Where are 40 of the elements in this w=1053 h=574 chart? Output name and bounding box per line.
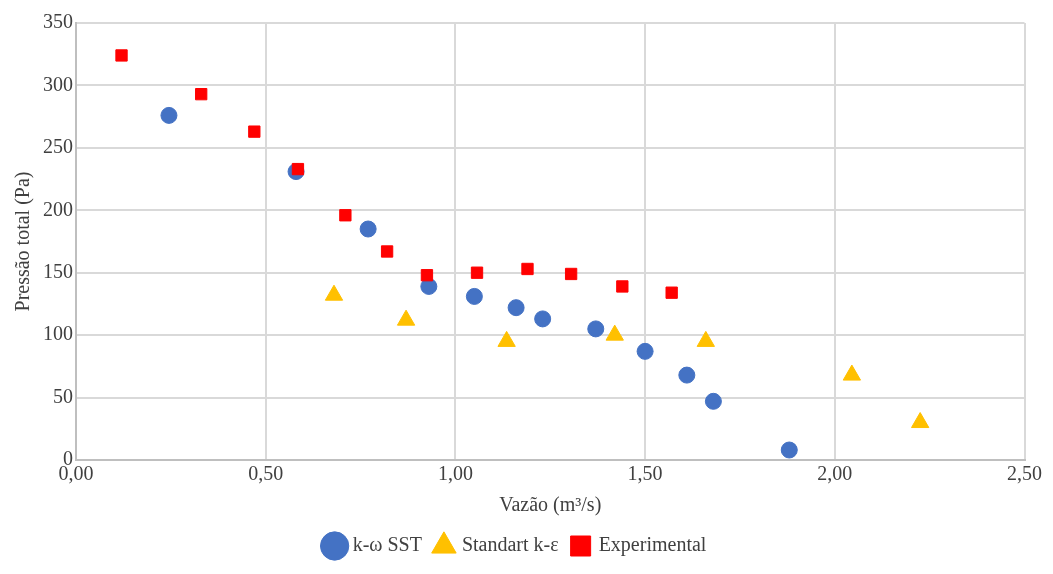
y-axis-title: Pressão total (Pa): [11, 171, 35, 312]
point: [780, 441, 798, 459]
point: [564, 267, 578, 281]
point: [636, 342, 654, 360]
x-tick-label: 2,00: [817, 462, 853, 485]
x-tick-label: 1,50: [627, 462, 663, 485]
point: [678, 366, 696, 384]
point: [470, 266, 484, 279]
y-tick-label: 50: [53, 384, 73, 407]
y-tick-label: 200: [43, 197, 73, 220]
x-axis-title: Vazão (m³/s): [499, 493, 602, 517]
point: [359, 220, 377, 238]
legend-label: Experimental: [598, 533, 707, 557]
point: [465, 287, 483, 305]
y-tick-label: 100: [43, 322, 73, 345]
point: [248, 125, 261, 138]
x-tick-label: 0,50: [248, 462, 284, 485]
x-tick-label: 2,50: [1007, 462, 1042, 485]
point: [380, 245, 394, 258]
point: [534, 310, 552, 328]
y-tick-label: 300: [43, 72, 73, 95]
point: [616, 280, 629, 293]
x-tick-label: 1,00: [437, 462, 473, 485]
y-tick-label: 350: [43, 10, 73, 33]
y-tick-label: 150: [43, 259, 73, 282]
point: [195, 88, 208, 101]
point: [507, 299, 525, 317]
point: [521, 262, 534, 276]
point: [420, 269, 434, 282]
point: [291, 162, 305, 176]
point: [587, 320, 605, 338]
legend-label: Standart k-ε: [461, 533, 559, 556]
y-tick-label: 250: [43, 135, 73, 158]
point: [115, 49, 128, 62]
legend-label: k-ω SST: [352, 533, 422, 556]
point: [665, 286, 678, 299]
point: [339, 209, 352, 222]
point: [160, 106, 178, 124]
point: [704, 392, 722, 410]
point: [911, 412, 930, 429]
